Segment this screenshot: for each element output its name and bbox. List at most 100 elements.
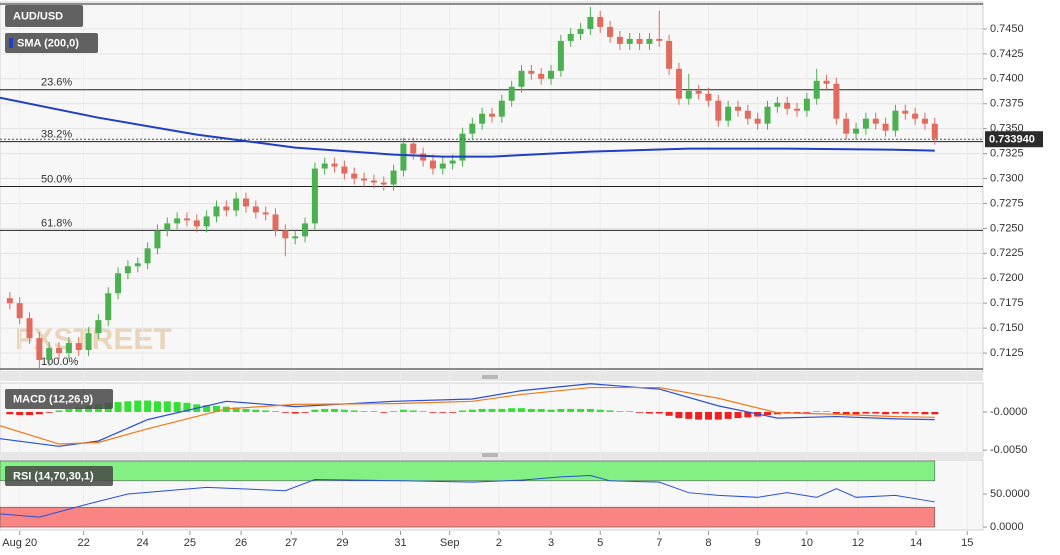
histogram-bar	[331, 408, 339, 412]
histogram-bar	[518, 408, 526, 412]
histogram-bar	[734, 411, 742, 419]
y-tick-label: 0.0000	[990, 521, 1024, 533]
histogram-bar	[114, 402, 122, 412]
candle-body	[823, 80, 830, 84]
x-tick-label: 22	[78, 537, 90, 549]
candle-body	[242, 198, 249, 207]
histogram-bar	[872, 411, 880, 414]
histogram-bar	[429, 411, 437, 413]
candle-body	[459, 133, 466, 161]
candle-body	[26, 318, 33, 339]
fib-label: 23.6%	[41, 77, 72, 89]
y-tick-label: 0.7275	[990, 197, 1024, 209]
histogram-bar	[203, 405, 211, 412]
x-tick-label: Aug 20	[2, 537, 37, 549]
candle-body	[272, 214, 279, 231]
x-tick-label: Sep	[440, 537, 460, 549]
candle-body	[636, 38, 643, 44]
candle-body	[449, 160, 456, 164]
y-tick-label: 0.7150	[990, 322, 1024, 334]
histogram-bar	[823, 411, 831, 412]
histogram-bar	[370, 411, 378, 412]
histogram-bar	[478, 408, 486, 412]
x-tick-label: 10	[801, 537, 813, 549]
histogram-bar	[419, 411, 427, 412]
y-tick-label: 0.7175	[990, 297, 1024, 309]
candle-body	[616, 36, 623, 44]
indicator-label-box	[5, 466, 113, 486]
candle-body	[528, 70, 535, 74]
histogram-bar	[183, 402, 191, 412]
candle-body	[410, 143, 417, 154]
candle-body	[695, 90, 702, 94]
candle-body	[548, 70, 555, 79]
candle-body	[734, 106, 741, 111]
candle-body	[292, 236, 299, 239]
histogram-bar	[350, 410, 358, 412]
histogram-bar	[468, 409, 476, 412]
candle-body	[36, 338, 43, 361]
candle-body	[46, 348, 53, 361]
x-tick-label: 15	[961, 537, 973, 549]
y-tick-label: 0.7200	[990, 272, 1024, 284]
candle-body	[341, 166, 348, 174]
candle-body	[223, 206, 230, 211]
histogram-bar	[380, 411, 388, 413]
y-tick-label: 0.7325	[990, 147, 1024, 159]
candle-body	[508, 86, 515, 101]
histogram-bar	[744, 411, 752, 418]
candle-body	[725, 106, 732, 121]
histogram-bar	[813, 411, 821, 412]
histogram-bar	[901, 411, 909, 414]
histogram-bar	[586, 408, 594, 412]
candle-body	[705, 93, 712, 101]
histogram-bar	[35, 411, 43, 415]
histogram-bar	[537, 408, 545, 412]
candle-body	[607, 26, 614, 37]
drag-handle[interactable]	[482, 453, 498, 457]
candle-body	[862, 118, 869, 129]
rsi-band	[0, 506, 936, 528]
histogram-bar	[675, 411, 683, 419]
last-price-flag	[985, 131, 1043, 148]
candle-body	[75, 343, 82, 351]
candle-body	[400, 143, 407, 171]
histogram-bar	[724, 411, 732, 419]
histogram-bar	[557, 408, 565, 412]
candle-body	[164, 223, 171, 231]
indicator-label: RSI (14,70,30,1)	[13, 470, 94, 482]
x-tick-label: 2	[496, 537, 502, 549]
histogram-bar	[272, 411, 280, 412]
x-tick-label: 9	[755, 537, 761, 549]
fib-label: 61.8%	[41, 217, 72, 229]
y-tick-label: 0.7375	[990, 98, 1024, 110]
indicator-label: MACD (12,26,9)	[13, 393, 93, 405]
y-tick-label: -0.0050	[990, 444, 1027, 456]
histogram-bar	[508, 408, 516, 412]
histogram-bar	[409, 410, 417, 412]
histogram-bar	[252, 409, 260, 412]
candle-body	[331, 163, 338, 167]
histogram-bar	[291, 411, 299, 414]
x-tick-label: 25	[184, 537, 196, 549]
histogram-bar	[803, 411, 811, 413]
histogram-bar	[488, 408, 496, 412]
histogram-bar	[360, 411, 368, 412]
candle-body	[262, 212, 269, 215]
candle-body	[715, 100, 722, 121]
symbol-label: AUD/USD	[13, 10, 63, 22]
histogram-bar	[655, 411, 663, 414]
drag-handle[interactable]	[482, 375, 498, 379]
y-tick-label: 50.0000	[990, 488, 1030, 500]
macd-line	[0, 383, 935, 447]
candle-body	[429, 160, 436, 169]
candle-body	[469, 123, 476, 134]
candle-body	[646, 38, 653, 44]
x-tick-label: 3	[548, 537, 554, 549]
candle-body	[105, 293, 112, 321]
x-tick-label: 8	[705, 537, 711, 549]
candle-body	[902, 110, 909, 114]
candle-body	[183, 218, 190, 221]
histogram-bar	[498, 408, 506, 412]
